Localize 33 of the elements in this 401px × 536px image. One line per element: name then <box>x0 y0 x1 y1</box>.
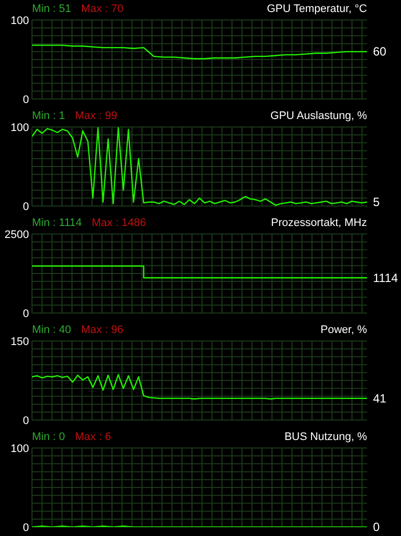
y-tick-label: 0 <box>22 201 29 213</box>
text: Max : 1486 <box>92 217 146 229</box>
data-label: 1114 <box>373 270 398 285</box>
text: Min : 1114 <box>32 217 82 229</box>
y-tick-label: 0 <box>22 522 29 534</box>
y-tick-label: 0 <box>22 94 29 106</box>
line-series <box>32 127 367 206</box>
text: Min : 1 <box>32 110 66 122</box>
text: Min : 40 <box>32 324 72 336</box>
data-label: 41 <box>373 391 387 406</box>
data-label: 0 <box>373 520 380 534</box>
text: Max : 99 <box>75 110 118 122</box>
text: Min : 0 <box>32 431 66 443</box>
y-tick-label: 100 <box>10 443 29 455</box>
y-tick-label: 100 <box>10 122 29 134</box>
y-tick-label: 0 <box>22 415 29 427</box>
chart-title: BUS Nutzung, % <box>284 431 367 443</box>
y-tick-label: 0 <box>22 308 29 320</box>
y-tick-label: 150 <box>10 336 29 348</box>
line-series <box>32 374 367 400</box>
text: Min : 51 <box>32 3 72 15</box>
text: Max : 70 <box>81 3 124 15</box>
text: Max : 96 <box>81 324 124 336</box>
text: Max : 6 <box>75 431 112 443</box>
chart-title: GPU Auslastung, % <box>270 110 367 122</box>
y-tick-label: 2500 <box>4 229 29 241</box>
line-series <box>32 44 367 60</box>
chart-title: GPU Temperatur, °C <box>266 3 367 15</box>
chart-title: Power, % <box>320 324 367 336</box>
y-tick-label: 100 <box>10 15 29 27</box>
chart-title: Prozessortakt, MHz <box>271 217 367 229</box>
data-label: 5 <box>373 195 380 210</box>
data-label: 60 <box>373 44 387 59</box>
